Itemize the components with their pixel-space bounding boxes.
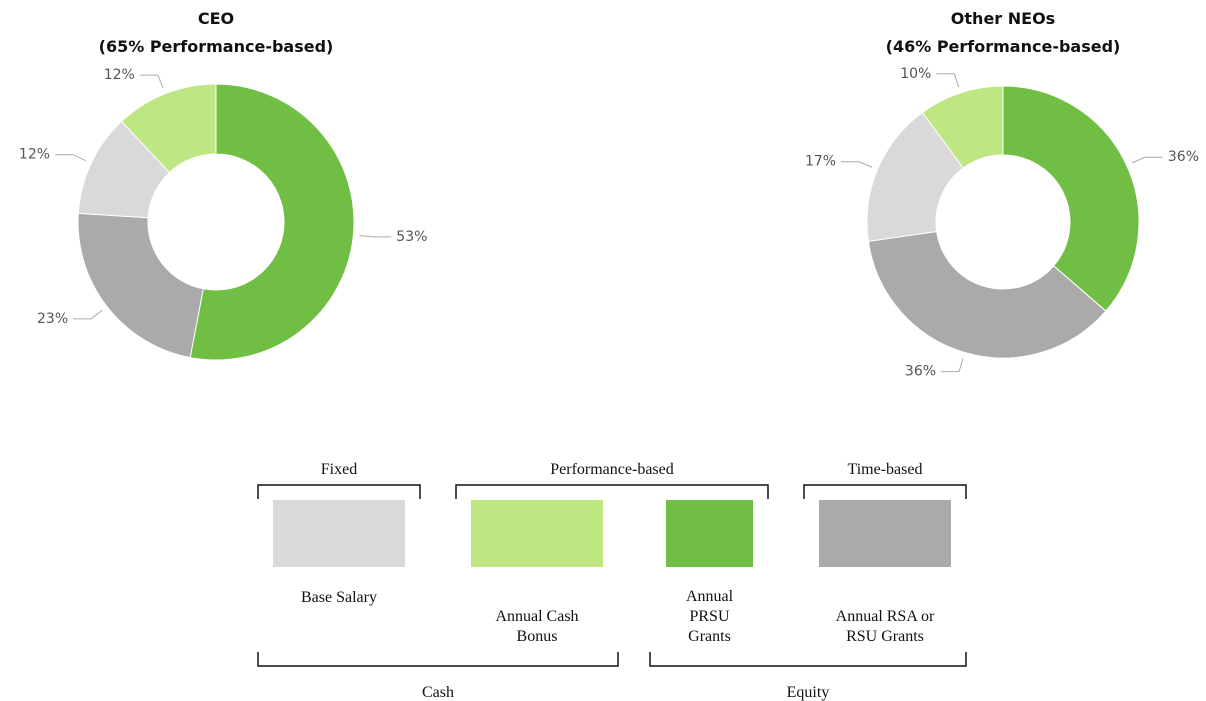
leader-line (73, 309, 103, 320)
leader-line (841, 161, 873, 168)
group-label: Performance-based (550, 461, 674, 478)
data-label: 17% (805, 154, 836, 170)
legend-swatch (471, 500, 603, 567)
data-label: 23% (37, 311, 68, 327)
data-label: 53% (396, 229, 427, 245)
chart-title: CEO (198, 9, 234, 28)
bottom-group-label: Cash (422, 684, 454, 701)
data-label: 36% (905, 364, 936, 380)
legend-swatch (819, 500, 951, 567)
chart-subtitle: (46% Performance-based) (886, 37, 1121, 56)
legend-label: Base Salary (301, 589, 377, 606)
group-bracket (455, 484, 769, 499)
donut-slice (867, 230, 1107, 359)
chart-title: Other NEOs (951, 9, 1055, 28)
group-bracket (257, 484, 421, 499)
bottom-bracket (257, 652, 619, 667)
legend-swatch (666, 500, 753, 567)
donut-slice (866, 111, 964, 242)
legend-label: Annual Cash Bonus (495, 608, 579, 645)
legend-label: Annual RSA or RSU Grants (835, 608, 935, 645)
leader-line (936, 73, 960, 88)
data-label: 12% (104, 67, 135, 83)
bottom-bracket (649, 652, 967, 667)
donut-slice (921, 85, 1004, 169)
leader-line (55, 154, 86, 162)
data-label: 10% (900, 66, 931, 82)
data-label: 12% (19, 147, 50, 163)
group-label: Time-based (848, 461, 923, 478)
leader-line (1131, 156, 1163, 164)
legend-swatch (273, 500, 405, 567)
legend-label: Annual PRSU Grants (685, 588, 734, 645)
bottom-group-label: Equity (787, 684, 830, 701)
donut-slice (189, 83, 355, 361)
group-bracket (803, 484, 967, 499)
leader-line (941, 358, 964, 373)
donut-slice (1002, 85, 1140, 312)
chart-subtitle: (65% Performance-based) (99, 37, 334, 56)
leader-line (359, 235, 392, 238)
group-label: Fixed (321, 461, 357, 478)
data-label: 36% (1168, 149, 1199, 165)
leader-line (139, 74, 164, 89)
donut-slice (120, 83, 217, 174)
donut-slice (77, 212, 204, 359)
